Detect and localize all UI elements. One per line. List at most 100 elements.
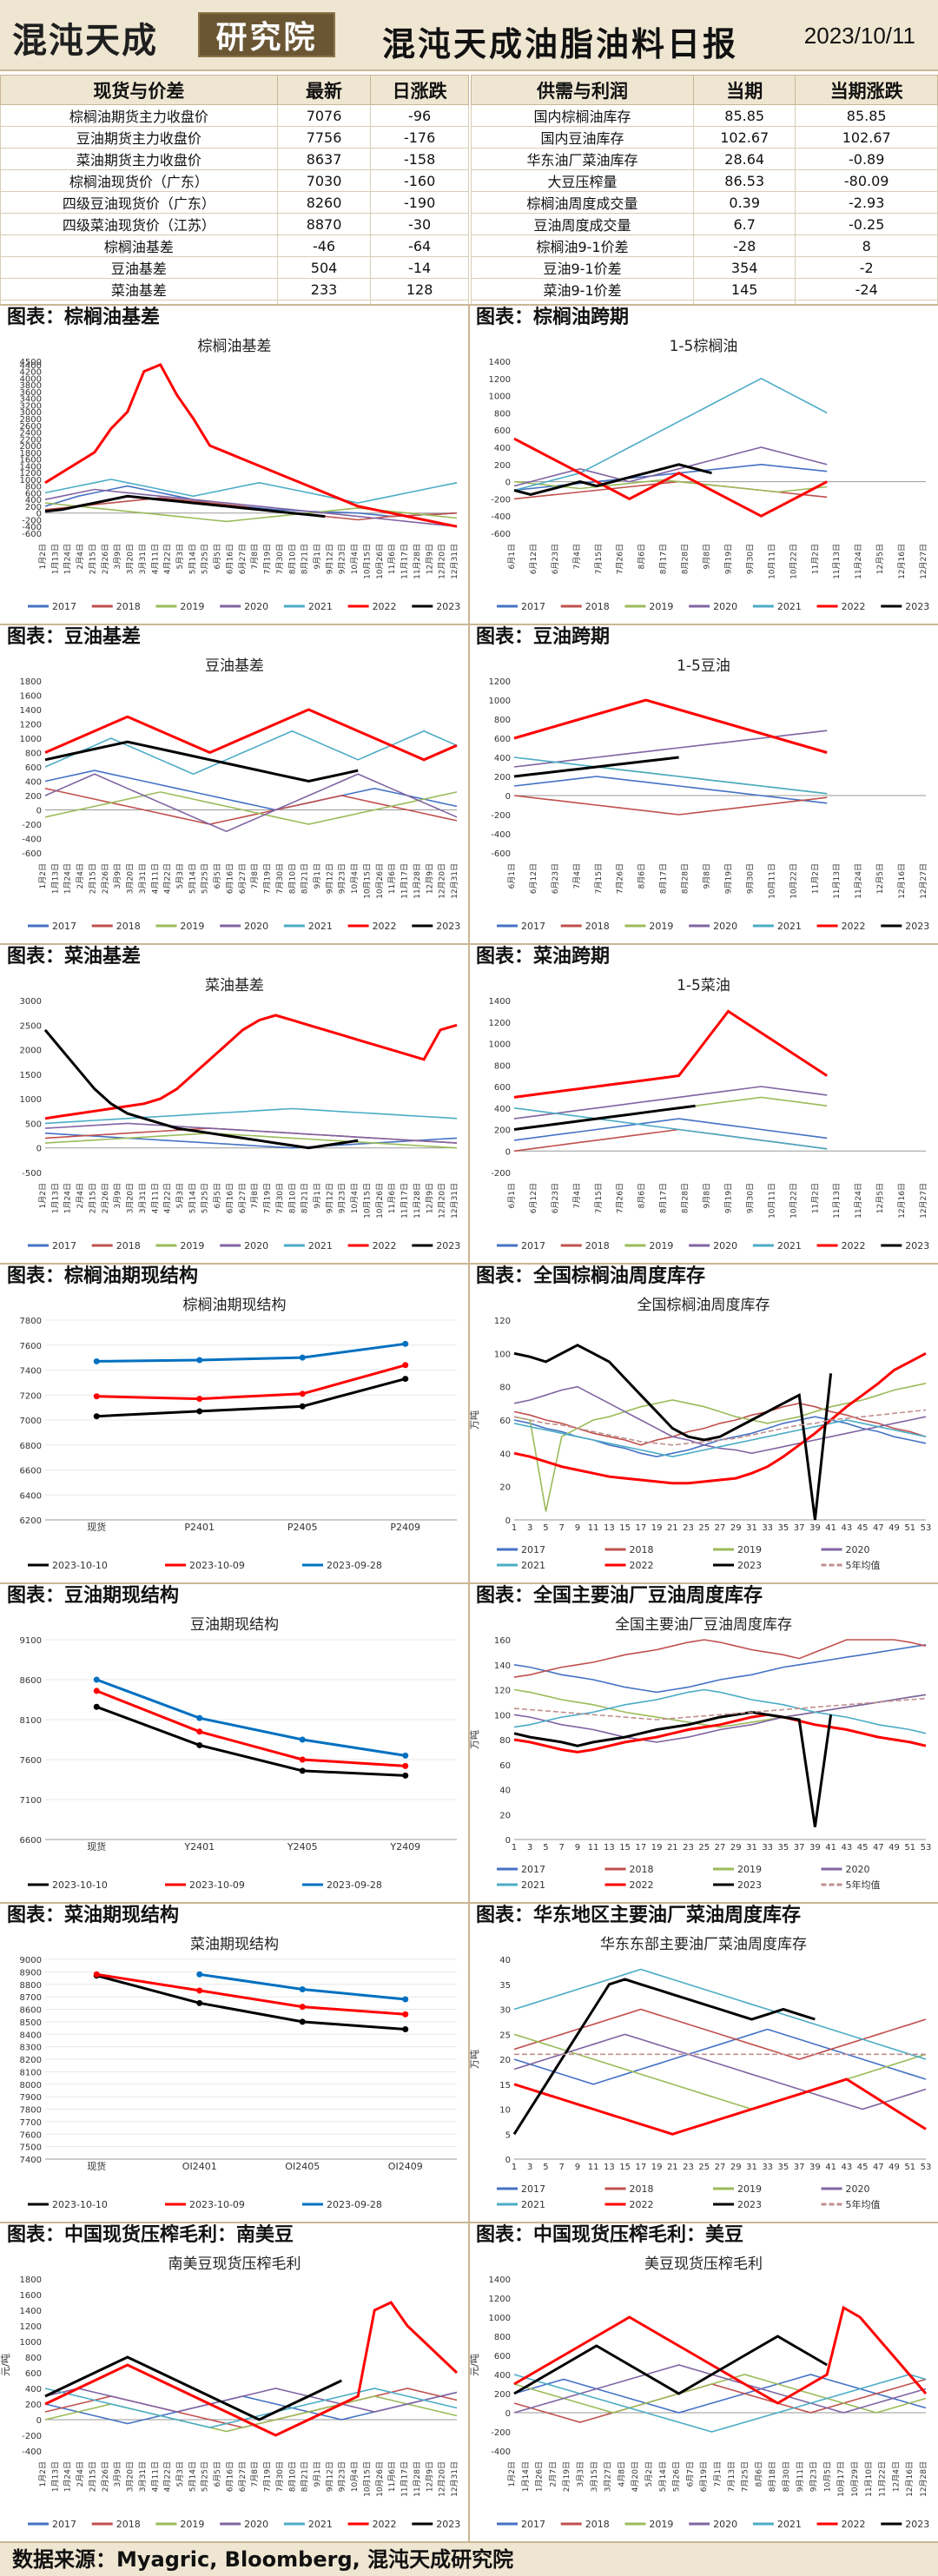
row-label: 四级豆油现货价（广东） <box>0 191 278 214</box>
x-tick-label: 3 <box>527 2163 532 2172</box>
chart-rape-basis: 菜油基差 -500 0 500 1000 1500 2000 2500 3000 1月2日 1月13… <box>20 977 461 1252</box>
legend-label: 2022 <box>842 1240 866 1252</box>
y-tick-label: 2500 <box>20 1021 42 1031</box>
x-tick-label: 3月9日 <box>113 1183 122 1208</box>
chart-soy-spread: 1-5豆油 -600 -400 -200 0 200 400 600 800 1000 1200 6月… <box>489 657 930 932</box>
y-tick-label: 10 <box>499 2106 511 2116</box>
x-tick-label: 2月7日 <box>548 2461 558 2487</box>
y-tick-label: 8200 <box>20 2056 42 2065</box>
x-tick-label: 27 <box>715 1843 726 1853</box>
y-tick-label: 140 <box>494 1661 511 1671</box>
x-tick-label: 2月26日 <box>101 863 110 894</box>
row-label: 棕榈油期货主力收盘价 <box>0 104 278 127</box>
x-tick-label: 6月27日 <box>238 863 248 894</box>
chart-title: 1-5豆油 <box>677 657 730 675</box>
series-line-2020 <box>513 730 828 768</box>
section-divider <box>0 1902 938 1904</box>
x-tick-label: 31 <box>746 1523 757 1533</box>
x-tick-label: 9月30日 <box>745 863 755 894</box>
y-tick-label: 0 <box>505 479 511 488</box>
x-tick-label: 11月13日 <box>832 1183 842 1219</box>
y-tick-label: -400 <box>491 512 511 522</box>
row-label: 菜油9-1价差 <box>470 278 695 301</box>
x-tick-label: 10月15日 <box>362 863 372 899</box>
legend-label: 2022 <box>630 1560 654 1571</box>
legend-label: 2021 <box>521 1560 545 1571</box>
x-tick-label: 12月16日 <box>905 2461 915 2497</box>
x-tick-label: P2405 <box>287 1522 318 1533</box>
x-tick-label: 8月17日 <box>659 1183 669 1213</box>
x-tick-label: 9月1日 <box>313 2461 322 2487</box>
x-tick-label: 51 <box>904 1523 915 1533</box>
x-tick-label: 10月4日 <box>350 544 360 574</box>
report-header: 混沌天成 研究院 混沌天成油脂油料日报 2023/10/11 <box>0 0 938 71</box>
y-axis-label: 元/吨 <box>0 2354 11 2376</box>
x-tick-label: 7月15日 <box>594 1183 604 1213</box>
row-value: -30 <box>370 213 469 235</box>
row-value: 8 <box>795 234 938 257</box>
series-line-2021 <box>513 1419 927 1458</box>
y-tick-label: 400 <box>25 2385 42 2394</box>
table-row: 棕榈油期货主力收盘价 7076 -96 <box>0 104 469 127</box>
table-row: 豆油基差 504 -14 <box>0 256 469 279</box>
y-tick-label: 3200 <box>20 401 42 411</box>
x-tick-label: 6月16日 <box>225 544 234 574</box>
x-tick-label: 3月31日 <box>138 1183 148 1213</box>
y-tick-label: 2400 <box>20 429 42 439</box>
series-line-2023-09-28 <box>96 1342 406 1363</box>
x-tick-label: 45 <box>857 2163 869 2172</box>
y-tick-label: 8600 <box>20 1676 42 1686</box>
x-tick-label: 11月17日 <box>400 2461 410 2497</box>
x-tick-label: 9月1日 <box>313 1183 322 1208</box>
chart-title: 豆油基差 <box>205 657 264 675</box>
table-row: 菜油期货主力收盘价 8637 -158 <box>0 148 469 170</box>
x-tick-label: 7月30日 <box>275 544 285 574</box>
x-tick-label: 现货 <box>87 1521 106 1533</box>
series-line-2017 <box>513 2374 927 2414</box>
x-tick-label: 47 <box>873 1523 884 1533</box>
row-label: 菜油期货主力收盘价 <box>0 148 278 170</box>
x-tick-label: 3月31日 <box>138 2461 148 2492</box>
series-line-2023 <box>513 1710 833 1827</box>
x-tick-label: 49 <box>888 2163 900 2172</box>
y-tick-label: 1800 <box>20 449 42 459</box>
x-tick-label: 37 <box>794 2163 805 2172</box>
y-tick-label: 9000 <box>20 1956 42 1965</box>
y-tick-label: 1800 <box>20 2275 42 2285</box>
y-tick-label: 4200 <box>20 368 42 378</box>
row-label: 国内豆油库存 <box>470 126 695 149</box>
legend-label: 2017 <box>52 2519 76 2530</box>
legend-label: 2023 <box>436 921 460 932</box>
x-tick-label: 7月30日 <box>275 863 285 894</box>
section-divider <box>0 2222 938 2223</box>
legend-label: 2022 <box>630 1879 654 1891</box>
legend-label: 2017 <box>521 1544 545 1556</box>
x-tick-label: 12月20日 <box>438 863 447 899</box>
y-tick-label: 9100 <box>20 1636 42 1646</box>
x-tick-label: 9月12日 <box>325 863 334 894</box>
y-tick-label: -400 <box>491 830 511 840</box>
legend-label: 5年均值 <box>846 1879 881 1891</box>
legend-label: 2023 <box>436 2519 460 2530</box>
legend-label: 2018 <box>585 601 610 612</box>
x-tick-label: 19 <box>651 1843 663 1853</box>
row-value: 233 <box>276 278 372 301</box>
x-tick-label: 5月25日 <box>201 1183 210 1213</box>
series-line-2022 <box>513 437 828 518</box>
x-tick-label: 11月10日 <box>864 2461 874 2497</box>
chart-title: 豆油期现结构 <box>190 1616 279 1634</box>
y-tick-label: 7600 <box>20 1342 42 1351</box>
x-tick-label: 33 <box>762 1843 773 1853</box>
row-value: -14 <box>370 256 469 279</box>
x-tick-label: 17 <box>635 1843 646 1853</box>
x-tick-label: 1月2日 <box>38 863 48 888</box>
series-line-2023 <box>513 463 712 496</box>
x-tick-label: 12月5日 <box>875 863 885 894</box>
row-label: 棕榈油周度成交量 <box>470 191 695 214</box>
x-tick-label: 7月25日 <box>741 2461 750 2492</box>
legend-label: 2020 <box>713 1240 737 1252</box>
legend-label: 2019 <box>649 2519 673 2530</box>
x-tick-label: 4月22日 <box>163 544 173 574</box>
x-tick-label: 8月21日 <box>301 2461 310 2492</box>
legend-label: 2021 <box>777 601 802 612</box>
